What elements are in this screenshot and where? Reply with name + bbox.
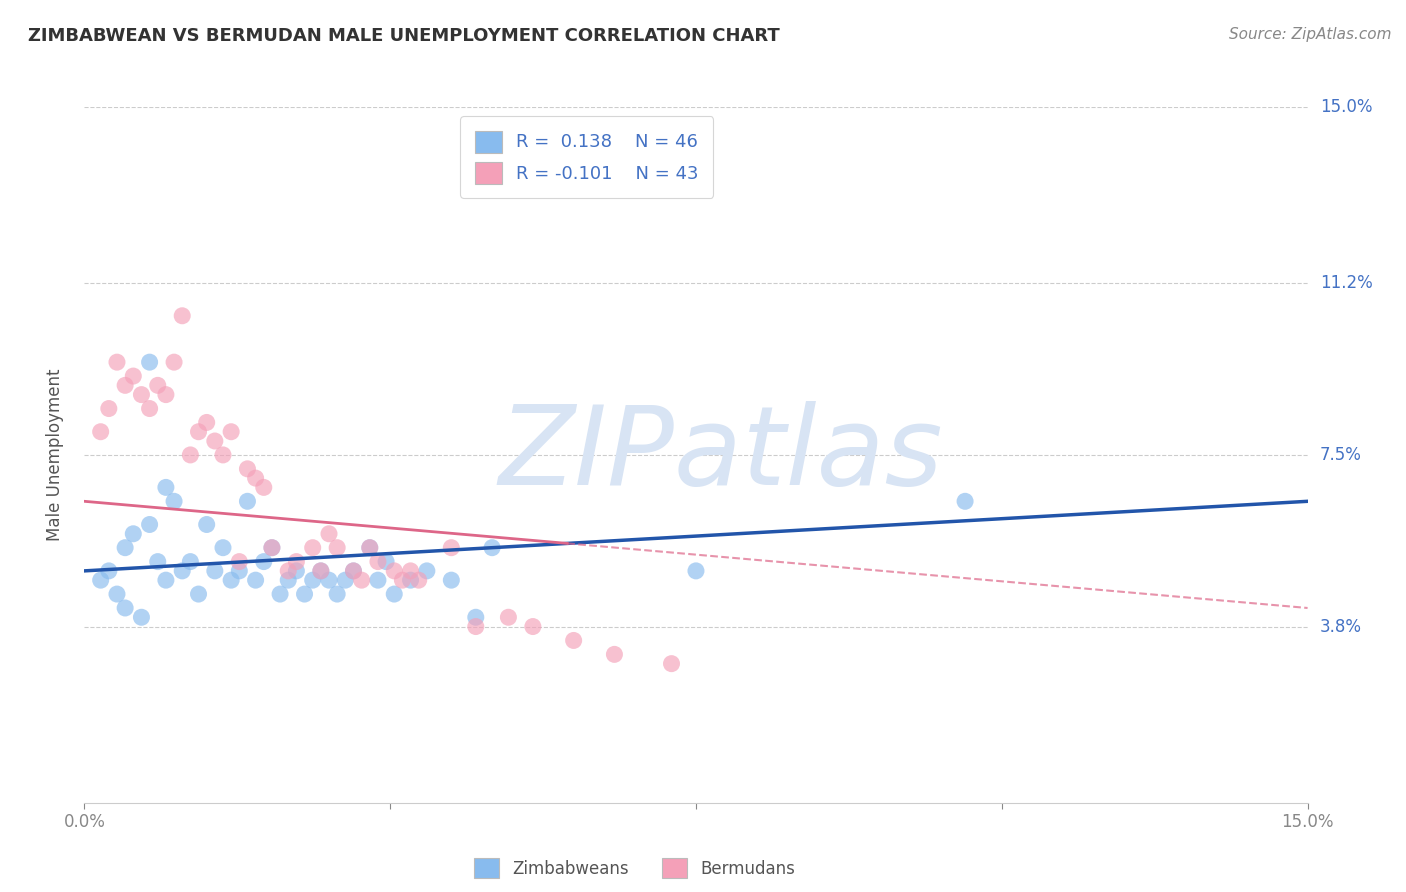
Point	[219, 573, 242, 587]
Point	[131, 610, 153, 624]
Point	[155, 387, 177, 401]
Point	[212, 448, 235, 462]
Point	[481, 541, 503, 555]
Point	[138, 355, 160, 369]
Point	[114, 378, 136, 392]
Point	[309, 564, 332, 578]
Point	[163, 494, 186, 508]
Point	[219, 425, 242, 439]
Point	[236, 462, 259, 476]
Point	[342, 564, 364, 578]
Point	[464, 619, 486, 633]
Point	[97, 401, 120, 416]
Point	[204, 564, 226, 578]
Point	[464, 610, 486, 624]
Point	[212, 541, 235, 555]
Point	[245, 573, 267, 587]
Point	[105, 587, 128, 601]
Point	[122, 369, 145, 384]
Point	[228, 555, 250, 569]
Point	[318, 573, 340, 587]
Point	[228, 564, 250, 578]
Point	[253, 555, 276, 569]
Legend: Zimbabweans, Bermudans: Zimbabweans, Bermudans	[467, 851, 803, 885]
Point	[260, 541, 283, 555]
Point	[685, 564, 707, 578]
Point	[187, 425, 209, 439]
Point	[97, 564, 120, 578]
Point	[138, 517, 160, 532]
Point	[350, 573, 373, 587]
Point	[603, 648, 626, 662]
Point	[301, 573, 323, 587]
Point	[359, 541, 381, 555]
Point	[269, 587, 291, 601]
Point	[146, 555, 169, 569]
Point	[172, 309, 194, 323]
Point	[179, 448, 201, 462]
Point	[172, 564, 194, 578]
Text: 7.5%: 7.5%	[1320, 446, 1361, 464]
Text: 3.8%: 3.8%	[1320, 617, 1362, 635]
Point	[440, 573, 463, 587]
Text: 11.2%: 11.2%	[1320, 275, 1372, 293]
Point	[399, 573, 422, 587]
Point	[204, 434, 226, 448]
Point	[440, 541, 463, 555]
Point	[326, 587, 349, 601]
Point	[382, 564, 405, 578]
Point	[661, 657, 683, 671]
Point	[367, 555, 389, 569]
Point	[399, 564, 422, 578]
Point	[382, 587, 405, 601]
Point	[90, 425, 112, 439]
Point	[318, 526, 340, 541]
Point	[179, 555, 201, 569]
Point	[155, 573, 177, 587]
Point	[342, 564, 364, 578]
Point	[146, 378, 169, 392]
Point	[285, 555, 308, 569]
Point	[131, 387, 153, 401]
Point	[236, 494, 259, 508]
Point	[301, 541, 323, 555]
Point	[105, 355, 128, 369]
Point	[309, 564, 332, 578]
Point	[163, 355, 186, 369]
Point	[195, 517, 218, 532]
Point	[195, 416, 218, 430]
Point	[277, 564, 299, 578]
Point	[187, 587, 209, 601]
Point	[498, 610, 520, 624]
Point	[260, 541, 283, 555]
Point	[253, 480, 276, 494]
Point	[391, 573, 413, 587]
Text: ZIPatlas: ZIPatlas	[498, 401, 942, 508]
Point	[416, 564, 439, 578]
Point	[114, 541, 136, 555]
Point	[277, 573, 299, 587]
Point	[122, 526, 145, 541]
Point	[138, 401, 160, 416]
Point	[367, 573, 389, 587]
Point	[408, 573, 430, 587]
Point	[326, 541, 349, 555]
Point	[562, 633, 585, 648]
Point	[114, 601, 136, 615]
Text: 15.0%: 15.0%	[1320, 98, 1372, 116]
Point	[245, 471, 267, 485]
Point	[375, 555, 398, 569]
Y-axis label: Male Unemployment: Male Unemployment	[45, 368, 63, 541]
Point	[285, 564, 308, 578]
Point	[294, 587, 316, 601]
Point	[155, 480, 177, 494]
Point	[359, 541, 381, 555]
Point	[522, 619, 544, 633]
Point	[335, 573, 357, 587]
Text: ZIMBABWEAN VS BERMUDAN MALE UNEMPLOYMENT CORRELATION CHART: ZIMBABWEAN VS BERMUDAN MALE UNEMPLOYMENT…	[28, 27, 780, 45]
Point	[953, 494, 976, 508]
Text: Source: ZipAtlas.com: Source: ZipAtlas.com	[1229, 27, 1392, 42]
Point	[90, 573, 112, 587]
